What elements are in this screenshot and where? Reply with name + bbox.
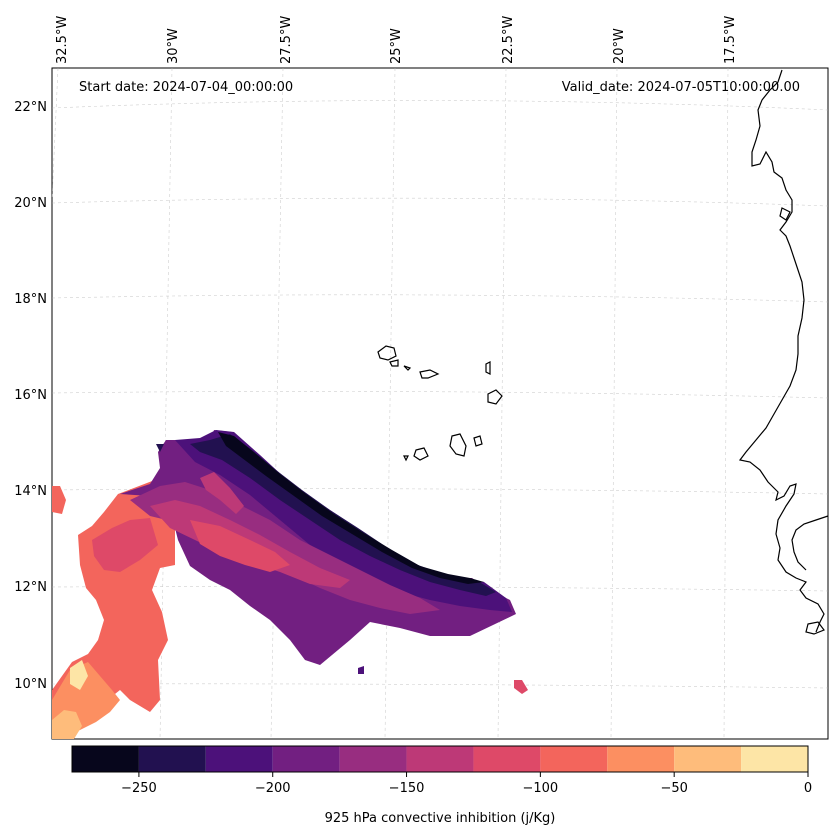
island-fogo: [413, 447, 429, 461]
map-panel: [51, 67, 829, 740]
island-sao-vicente: [389, 359, 399, 367]
africa-coastline: [738, 69, 829, 633]
colorbar-segment: [741, 746, 808, 772]
island-boa-vista: [487, 389, 503, 405]
longitude-labels: 32.5°W 30°W 27.5°W 25°W 22.5°W 20°W 17.5…: [55, 16, 738, 64]
contour-cell-east: [514, 680, 528, 694]
lat-label: 18°N: [14, 292, 47, 307]
island-santa-luzia: [403, 365, 412, 371]
lon-label: 27.5°W: [279, 16, 294, 64]
contour-cell-north: [156, 444, 164, 452]
colorbar-tick-label: −100: [523, 781, 559, 796]
colorbar-segment: [406, 746, 474, 772]
colorbar-segments: [72, 746, 808, 772]
colorbar-segment: [205, 746, 273, 772]
contour-west-orange: [52, 486, 66, 514]
colorbar-frame: [71, 745, 809, 773]
colorbar-tick-label: 0: [804, 781, 812, 796]
contour-west-pale: [52, 710, 82, 739]
colorbar-segment: [473, 746, 541, 772]
lat-label: 10°N: [14, 677, 47, 692]
colorbar-segment: [138, 746, 206, 772]
lat-label: 22°N: [14, 100, 47, 115]
lon-label: 17.5°W: [723, 16, 738, 64]
colorbar-segment: [540, 746, 608, 772]
colorbar-tick-label: −200: [255, 781, 291, 796]
contour-plume-spot: [200, 472, 244, 514]
island-brava: [403, 455, 409, 462]
island-santiago: [449, 433, 467, 457]
colorbar-segment: [339, 746, 407, 772]
colorbar-label: 925 hPa convective inhibition (j/Kg): [325, 811, 556, 826]
colorbar-segment: [674, 746, 742, 772]
colorbar-ticks: −250 −200 −150 −100 −50 0: [121, 772, 812, 796]
contour-west-inner: [92, 518, 158, 572]
colorbar-tick-label: −250: [121, 781, 157, 796]
lon-label: 30°W: [166, 28, 181, 64]
colorbar-segment: [72, 746, 139, 772]
colorbar-tick-label: −50: [660, 781, 687, 796]
contour-cell-south: [358, 666, 364, 674]
lat-label: 20°N: [14, 196, 47, 211]
latitude-labels: 22°N 20°N 18°N 16°N 14°N 12°N 10°N: [14, 100, 47, 692]
island-maio: [473, 435, 483, 447]
contour-west-yellow: [70, 660, 88, 690]
lon-label: 22.5°W: [501, 16, 516, 64]
map-frame: [51, 67, 829, 740]
lat-label: 16°N: [14, 388, 47, 403]
contour-plume-coral: [190, 520, 290, 572]
lat-label: 12°N: [14, 580, 47, 595]
lon-label: 25°W: [389, 28, 404, 64]
start-date-label: Start date: 2024-07-04_00:00:00: [79, 80, 293, 95]
valid-date-label: Valid_date: 2024-07-05T10:00:00.00: [562, 80, 800, 95]
colorbar-segment: [607, 746, 675, 772]
coast-bay: [779, 207, 791, 221]
colorbar-segment: [272, 746, 340, 772]
colorbar: −250 −200 −150 −100 −50 0 925 hPa convective …: [71, 745, 812, 826]
island-santo-antao: [377, 345, 397, 361]
lat-label: 14°N: [14, 484, 47, 499]
coast-bijagos: [805, 621, 825, 635]
island-sao-nicolau: [419, 369, 440, 379]
lon-label: 32.5°W: [55, 16, 70, 64]
island-sal: [485, 361, 491, 375]
cape-verde-islands: [377, 345, 503, 462]
colorbar-tick-label: −150: [389, 781, 425, 796]
cin-contours: [52, 430, 528, 739]
contour-plume-black: [218, 432, 484, 584]
lon-label: 20°W: [612, 28, 627, 64]
